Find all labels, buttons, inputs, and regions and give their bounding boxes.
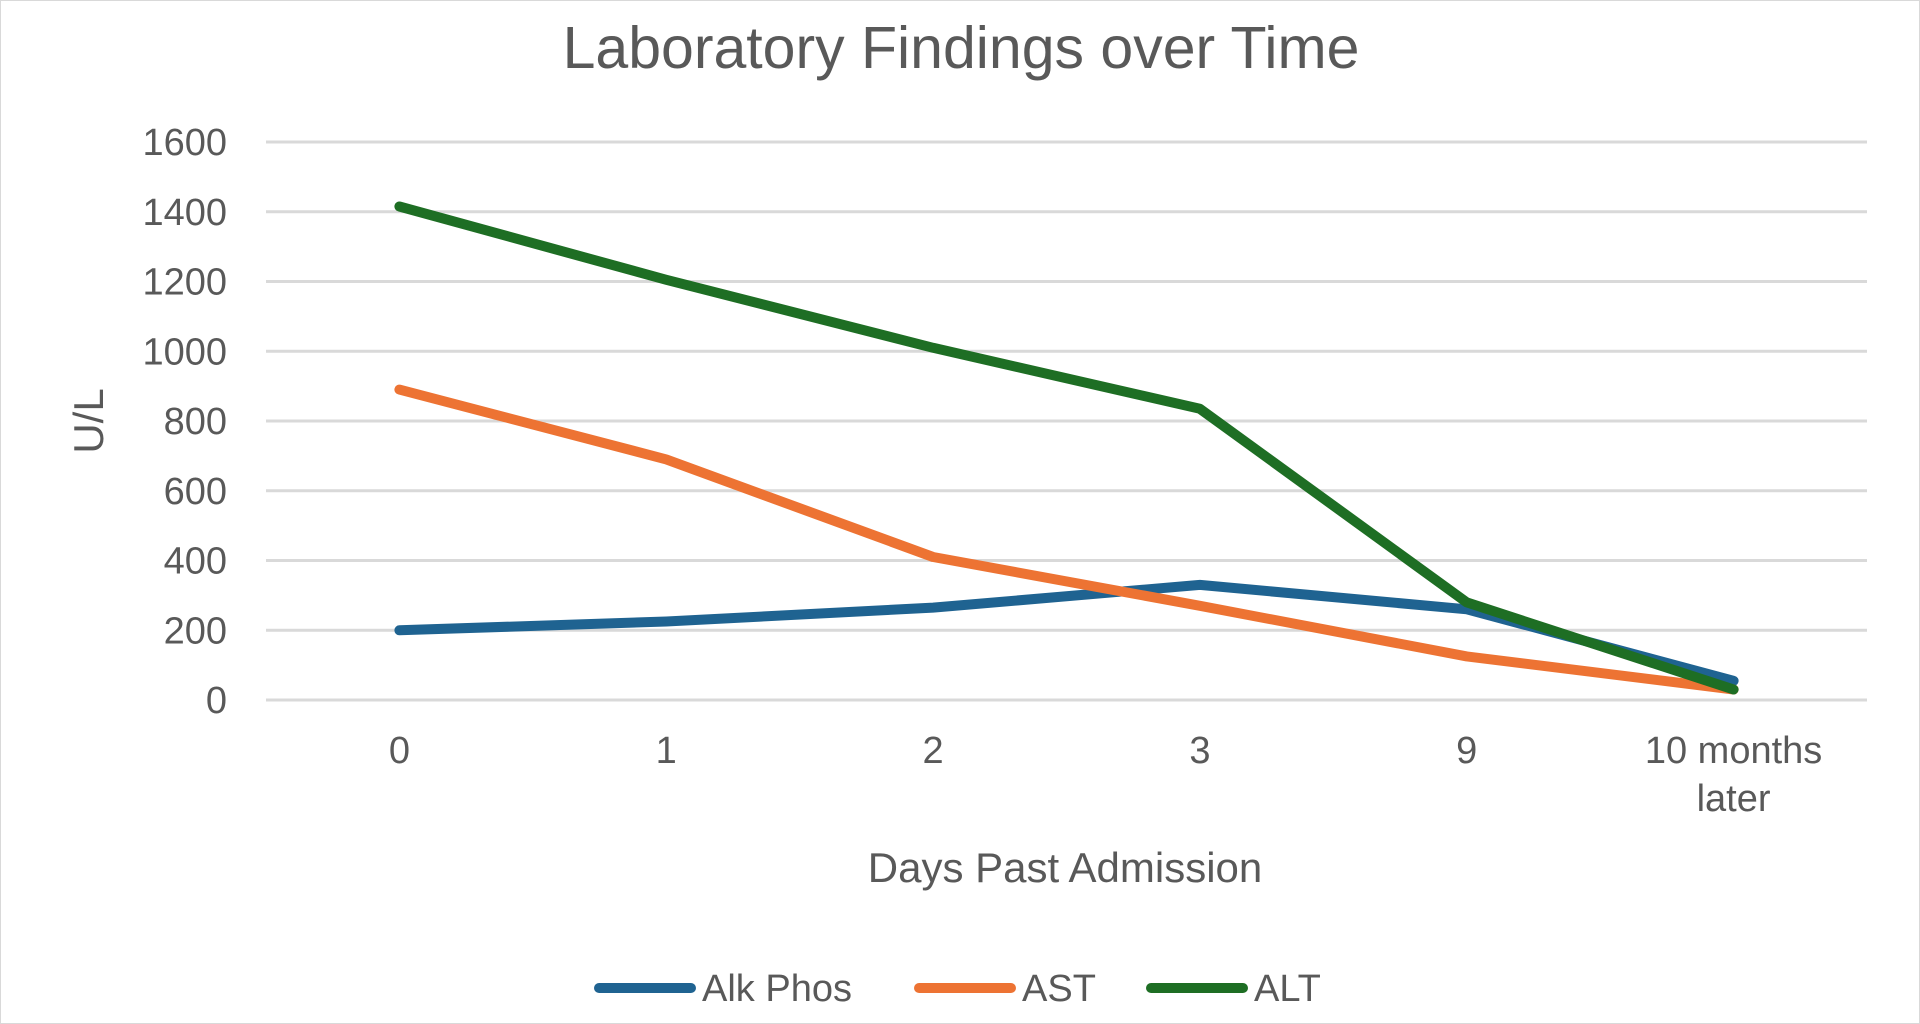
data-point xyxy=(398,205,401,208)
y-tick-label: 1000 xyxy=(142,331,227,373)
x-tick-label-line: 0 xyxy=(389,730,410,772)
data-point xyxy=(1198,604,1201,607)
data-point xyxy=(665,620,668,623)
x-tick-label: 0 xyxy=(389,730,410,772)
data-point xyxy=(1465,601,1468,604)
y-tick-label: 1200 xyxy=(142,262,227,304)
legend-label: AST xyxy=(1022,968,1096,1010)
legend-label: Alk Phos xyxy=(702,968,852,1010)
series-line-ast xyxy=(394,384,1739,695)
x-tick-label: 3 xyxy=(1189,730,1210,772)
data-point xyxy=(1465,655,1468,658)
data-point xyxy=(665,278,668,281)
y-axis-title: U/L xyxy=(65,388,112,453)
data-point xyxy=(932,606,935,609)
legend: Alk Phos AST ALT xyxy=(594,968,1321,1010)
chart-title: Laboratory Findings over Time xyxy=(563,15,1360,81)
x-tick-label-line: 1 xyxy=(656,730,677,772)
x-tick-label: 9 xyxy=(1456,730,1477,772)
y-tick-label: 400 xyxy=(164,541,227,583)
y-tick-label: 200 xyxy=(164,610,227,652)
x-tick-label: 2 xyxy=(923,730,944,772)
legend-label: ALT xyxy=(1254,968,1321,1010)
y-tick-label: 600 xyxy=(164,471,227,513)
x-tick-label-line: 3 xyxy=(1189,730,1210,772)
data-point xyxy=(1465,608,1468,611)
x-axis-tick-labels: 0 1 2 3 9 10 months later xyxy=(389,730,1822,820)
data-point xyxy=(1198,407,1201,410)
data-point xyxy=(932,346,935,349)
data-point xyxy=(1198,583,1201,586)
y-axis-tick-labels: 0 200 400 600 800 1000 1200 1400 1600 xyxy=(142,122,227,722)
x-tick-label-line: 2 xyxy=(923,730,944,772)
data-series xyxy=(394,201,1739,695)
y-tick-label: 1400 xyxy=(142,192,227,234)
data-point xyxy=(398,629,401,632)
x-tick-label-line: 9 xyxy=(1456,730,1477,772)
data-point xyxy=(932,556,935,559)
series-line-alt xyxy=(394,201,1739,695)
x-axis-title: Days Past Admission xyxy=(868,844,1263,891)
legend-item: AST xyxy=(914,968,1096,1010)
y-tick-label: 800 xyxy=(164,401,227,443)
data-point xyxy=(1732,688,1735,691)
x-tick-label-line: later xyxy=(1697,778,1771,820)
x-tick-label: 10 months later xyxy=(1645,730,1822,820)
data-point xyxy=(1732,679,1735,682)
x-tick-label: 1 xyxy=(656,730,677,772)
legend-item: Alk Phos xyxy=(594,968,852,1010)
legend-item: ALT xyxy=(1146,968,1321,1010)
y-tick-label: 1600 xyxy=(142,122,227,164)
x-tick-label-line: 10 months xyxy=(1645,730,1822,772)
y-tick-label: 0 xyxy=(206,680,227,722)
data-point xyxy=(398,388,401,391)
data-point xyxy=(665,458,668,461)
